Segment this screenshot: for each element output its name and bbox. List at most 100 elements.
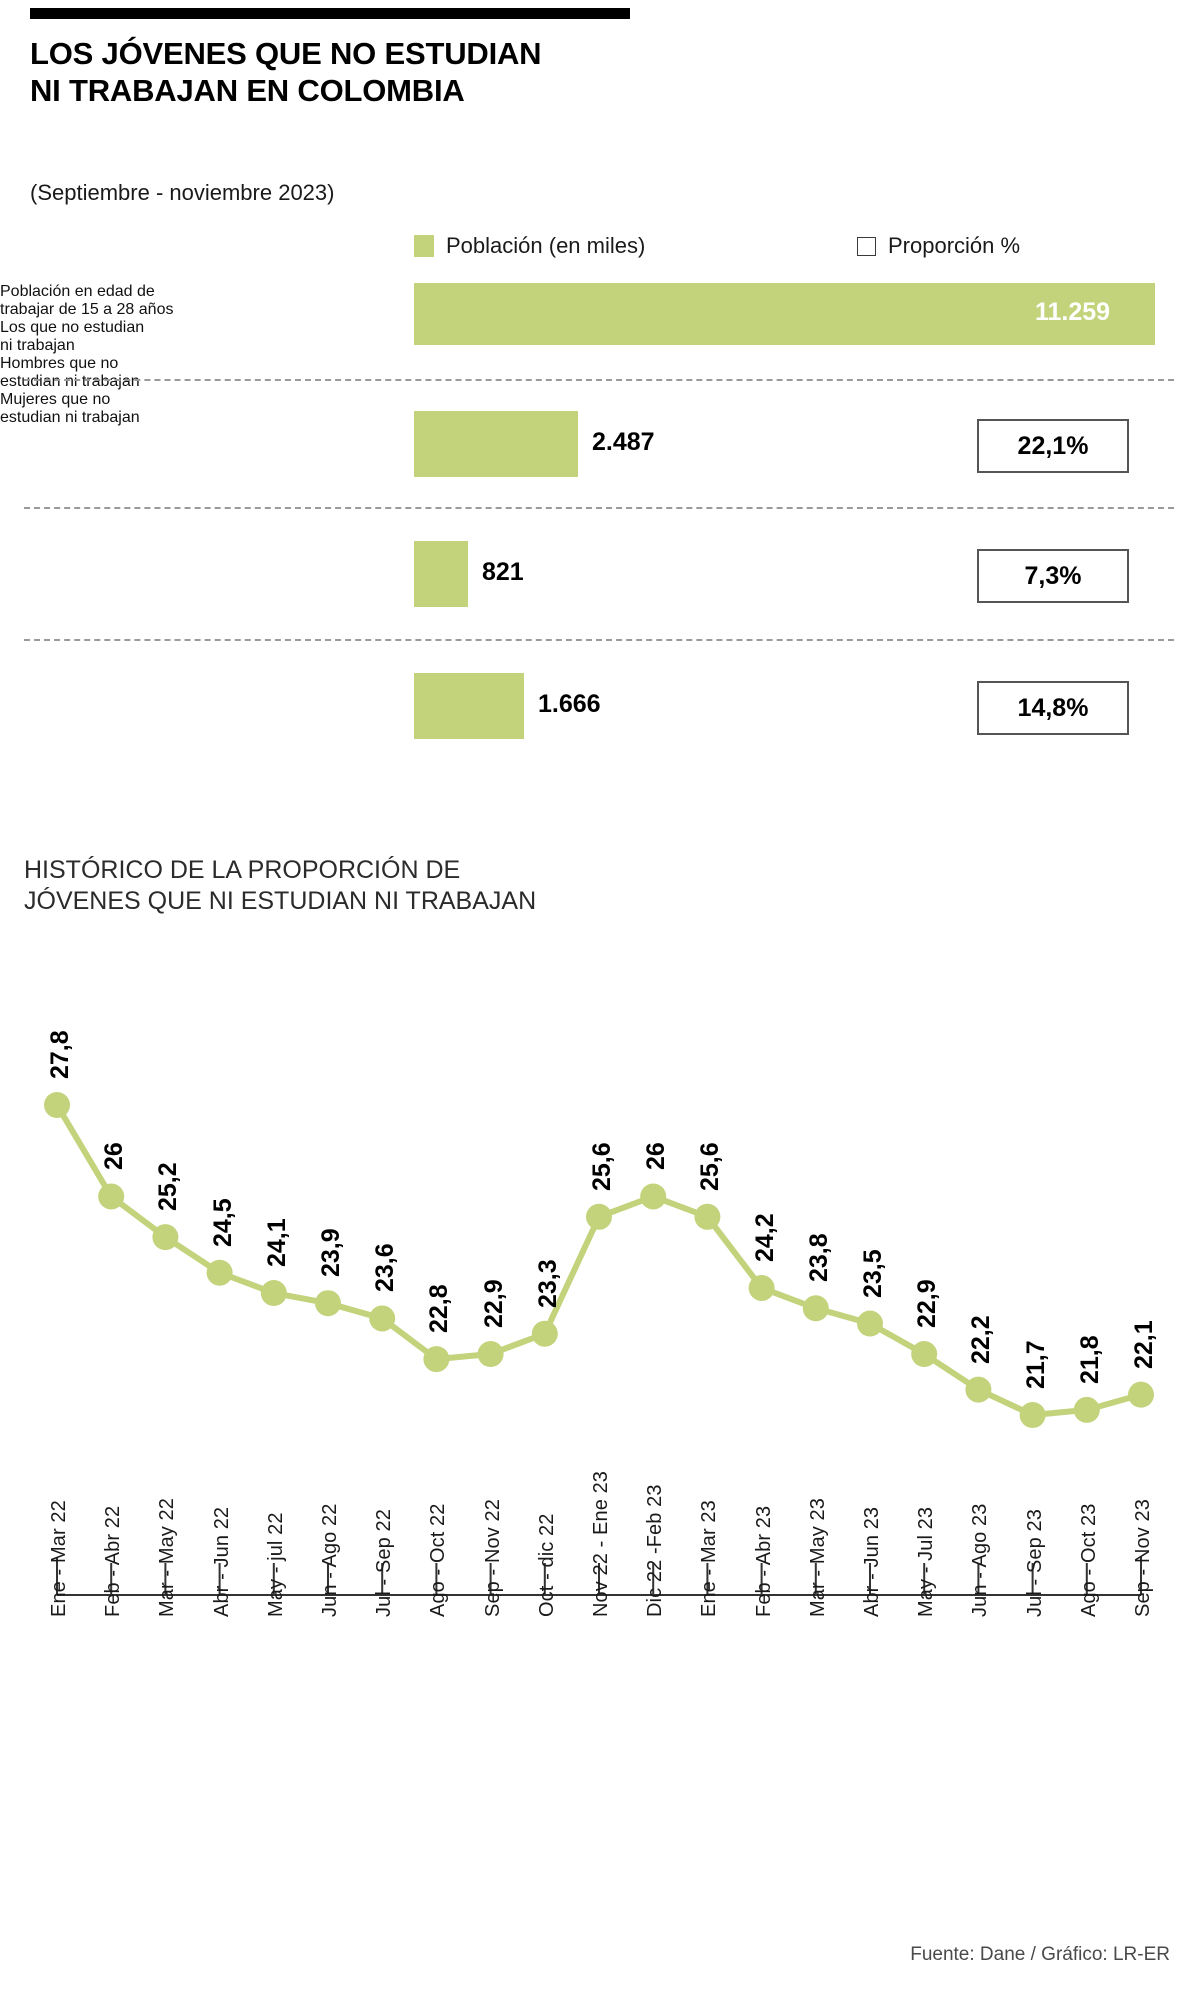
data-point-label: 22,9 <box>479 1279 508 1329</box>
legend-label-proportion: Proporción % <box>888 233 1021 258</box>
row-separator <box>24 379 1174 381</box>
data-point-label: 26 <box>642 1142 671 1171</box>
legend-swatch-green-icon <box>414 235 434 257</box>
data-point-marker <box>586 1203 612 1230</box>
x-axis-label: Oct - dic 22 <box>535 1513 558 1617</box>
bar-row-label: Los que no estudian ni trabajan <box>0 319 1200 355</box>
data-point-marker <box>98 1183 125 1210</box>
legend: Población (en miles) Proporción % <box>414 233 1174 267</box>
data-point-label: 22,8 <box>425 1284 454 1334</box>
data-point-label: 23,5 <box>859 1248 887 1298</box>
data-point-marker <box>694 1203 721 1230</box>
data-point-marker <box>965 1376 992 1403</box>
title-line-1: LOS JÓVENES QUE NO ESTUDIAN <box>30 36 542 71</box>
data-point-label: 24,2 <box>750 1213 779 1262</box>
x-axis-label: Sep - Nov 22 <box>481 1499 504 1617</box>
x-axis-label: Feb - Abr 23 <box>752 1505 775 1617</box>
proportion-badge: 14,8% <box>977 681 1129 735</box>
x-axis-label: Dic 22 -Feb 23 <box>644 1484 667 1617</box>
top-rule <box>30 8 630 19</box>
bar-fill <box>414 673 524 739</box>
data-point-marker <box>152 1224 179 1251</box>
bar-row-label-line-1: Mujeres que no <box>0 391 111 408</box>
data-point-label: 25,6 <box>696 1142 725 1191</box>
data-point-label: 22,9 <box>913 1279 942 1329</box>
line-chart-svg <box>44 1092 1154 1596</box>
x-axis-label: Abr - Jun 22 <box>210 1506 233 1617</box>
bar-value: 1.666 <box>538 690 601 718</box>
bar-row-label-line-1: Los que no estudian <box>0 319 145 336</box>
data-point-label: 22,1 <box>1130 1320 1158 1369</box>
bar <box>414 283 1155 345</box>
data-point-label: 24,1 <box>262 1218 291 1268</box>
data-point-marker <box>748 1274 775 1301</box>
bar-rows: Población en edad de trabajar de 15 a 28 … <box>0 283 1200 739</box>
title-line-2: NI TRABAJAN EN COLOMBIA <box>30 72 465 108</box>
bar-row-label-line-1: Hombres que no <box>0 355 119 372</box>
x-axis-label: Ene - Mar 23 <box>698 1500 721 1617</box>
row-separator <box>24 507 1174 509</box>
data-point-marker <box>206 1259 233 1286</box>
x-axis-label: Sep - Nov 23 <box>1132 1499 1154 1617</box>
bar-value: 2.487 <box>592 428 655 456</box>
legend-label-population: Población (en miles) <box>446 233 646 258</box>
x-axis-label: Jun - Ago 23 <box>969 1503 992 1617</box>
bar-fill <box>414 411 578 477</box>
page-subtitle: (Septiembre - noviembre 2023) <box>30 180 335 205</box>
bar-value: 821 <box>482 558 524 586</box>
x-axis-label: Jul - Sep 23 <box>1023 1509 1046 1617</box>
data-point-marker <box>531 1320 558 1347</box>
data-point-marker <box>423 1346 450 1373</box>
x-axis-label: Ago - Oct 22 <box>427 1503 450 1617</box>
bar-fill <box>414 541 468 607</box>
x-axis-label: May - Jul 23 <box>915 1506 938 1617</box>
legend-item-proportion: Proporción % <box>857 233 1020 259</box>
data-point-marker <box>1019 1402 1046 1428</box>
data-point-marker <box>315 1290 341 1317</box>
proportion-badge: 7,3% <box>977 549 1129 603</box>
x-axis-label: Mar - May 23 <box>806 1497 829 1617</box>
bar-row-label: Hombres que no estudian ni trabajan <box>0 355 1200 391</box>
data-point-label: 23,8 <box>804 1233 833 1283</box>
section-heading: HISTÓRICO DE LA PROPORCIÓN DE JÓVENES QU… <box>24 855 784 917</box>
legend-item-population: Población (en miles) <box>414 233 645 259</box>
x-axis-label: Ago - Oct 23 <box>1077 1503 1100 1617</box>
bar <box>414 673 524 739</box>
bar-row-label-line-2: ni trabajan <box>0 337 75 354</box>
data-point-marker <box>1073 1396 1100 1423</box>
section-heading-line-1: HISTÓRICO DE LA PROPORCIÓN DE <box>24 856 461 884</box>
data-point-marker <box>369 1305 396 1332</box>
bar-row-label: Población en edad de trabajar de 15 a 28 … <box>0 283 1200 319</box>
data-point-marker <box>44 1092 70 1118</box>
data-point-label: 25,6 <box>588 1142 616 1191</box>
data-point-marker <box>477 1341 504 1368</box>
data-point-marker <box>1128 1381 1154 1408</box>
data-point-label: 25,2 <box>154 1162 183 1212</box>
data-point-label: 26 <box>100 1142 129 1171</box>
data-point-label: 23,9 <box>317 1228 345 1278</box>
data-point-label: 21,7 <box>1021 1340 1050 1389</box>
bar-row-label-line-2: estudian ni trabajan <box>0 373 140 390</box>
data-point-marker <box>802 1295 829 1322</box>
data-point-label: 23,3 <box>533 1259 562 1308</box>
bar-row-label-line-1: Población en edad de <box>0 283 155 300</box>
line-chart: 27,8 26 25,2 24,5 24,1 23,9 23,6 22,8 22,9 23,3 25… <box>0 935 1200 1635</box>
data-point-marker <box>857 1310 883 1337</box>
legend-swatch-hollow-icon <box>857 236 876 256</box>
bar <box>414 411 578 477</box>
bar-value: 11.259 <box>1035 298 1111 326</box>
x-axis-label: Ene - Mar 22 <box>48 1500 70 1617</box>
bar <box>414 541 468 607</box>
data-point-marker <box>911 1341 938 1368</box>
bar-row-label: Mujeres que no estudian ni trabajan <box>0 391 1200 427</box>
data-point-label: 21,8 <box>1075 1335 1104 1384</box>
data-point-label: 27,8 <box>46 1030 74 1079</box>
x-axis-labels: Ene - Mar 22 Feb - Abr 22 Mar - May 22 Abr … <box>0 1471 1200 1967</box>
page-title: LOS JÓVENES QUE NO ESTUDIAN NI TRABAJAN … <box>30 36 770 109</box>
proportion-badge: 22,1% <box>977 419 1129 473</box>
x-axis-label: Jun - Ago 22 <box>319 1503 341 1617</box>
x-axis-label: Nov 22 - Ene 23 <box>590 1470 612 1617</box>
data-point-marker <box>260 1280 287 1307</box>
data-point-label: 22,2 <box>967 1314 996 1364</box>
